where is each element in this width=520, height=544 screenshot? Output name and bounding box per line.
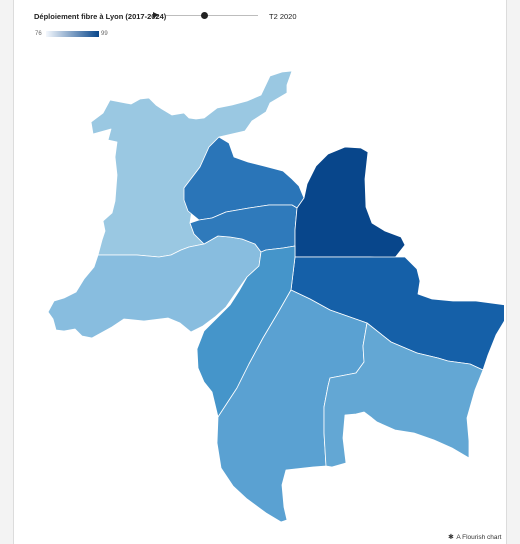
color-scale-legend xyxy=(46,31,99,37)
legend-max-label: 99 xyxy=(101,31,108,37)
flourish-icon: ✱ xyxy=(448,534,454,541)
chart-card: Déploiement fibre à Lyon (2017-2024) T2 … xyxy=(13,0,507,544)
current-period-label: T2 2020 xyxy=(269,12,297,21)
district-lyon-8[interactable] xyxy=(323,322,484,468)
timeline-slider-track[interactable] xyxy=(166,15,258,16)
lyon-choropleth-map xyxy=(47,70,504,523)
district-lyon-2[interactable] xyxy=(196,245,296,418)
legend-min-label: 76 xyxy=(35,31,42,37)
timeline-slider-handle[interactable] xyxy=(201,12,209,19)
district-lyon-6[interactable] xyxy=(294,146,406,260)
chart-title: Déploiement fibre à Lyon (2017-2024) xyxy=(34,12,167,21)
flourish-credit-link[interactable]: ✱ A Flourish chart xyxy=(448,533,502,541)
play-icon[interactable] xyxy=(153,12,159,18)
credit-text: A Flourish chart xyxy=(456,534,502,541)
